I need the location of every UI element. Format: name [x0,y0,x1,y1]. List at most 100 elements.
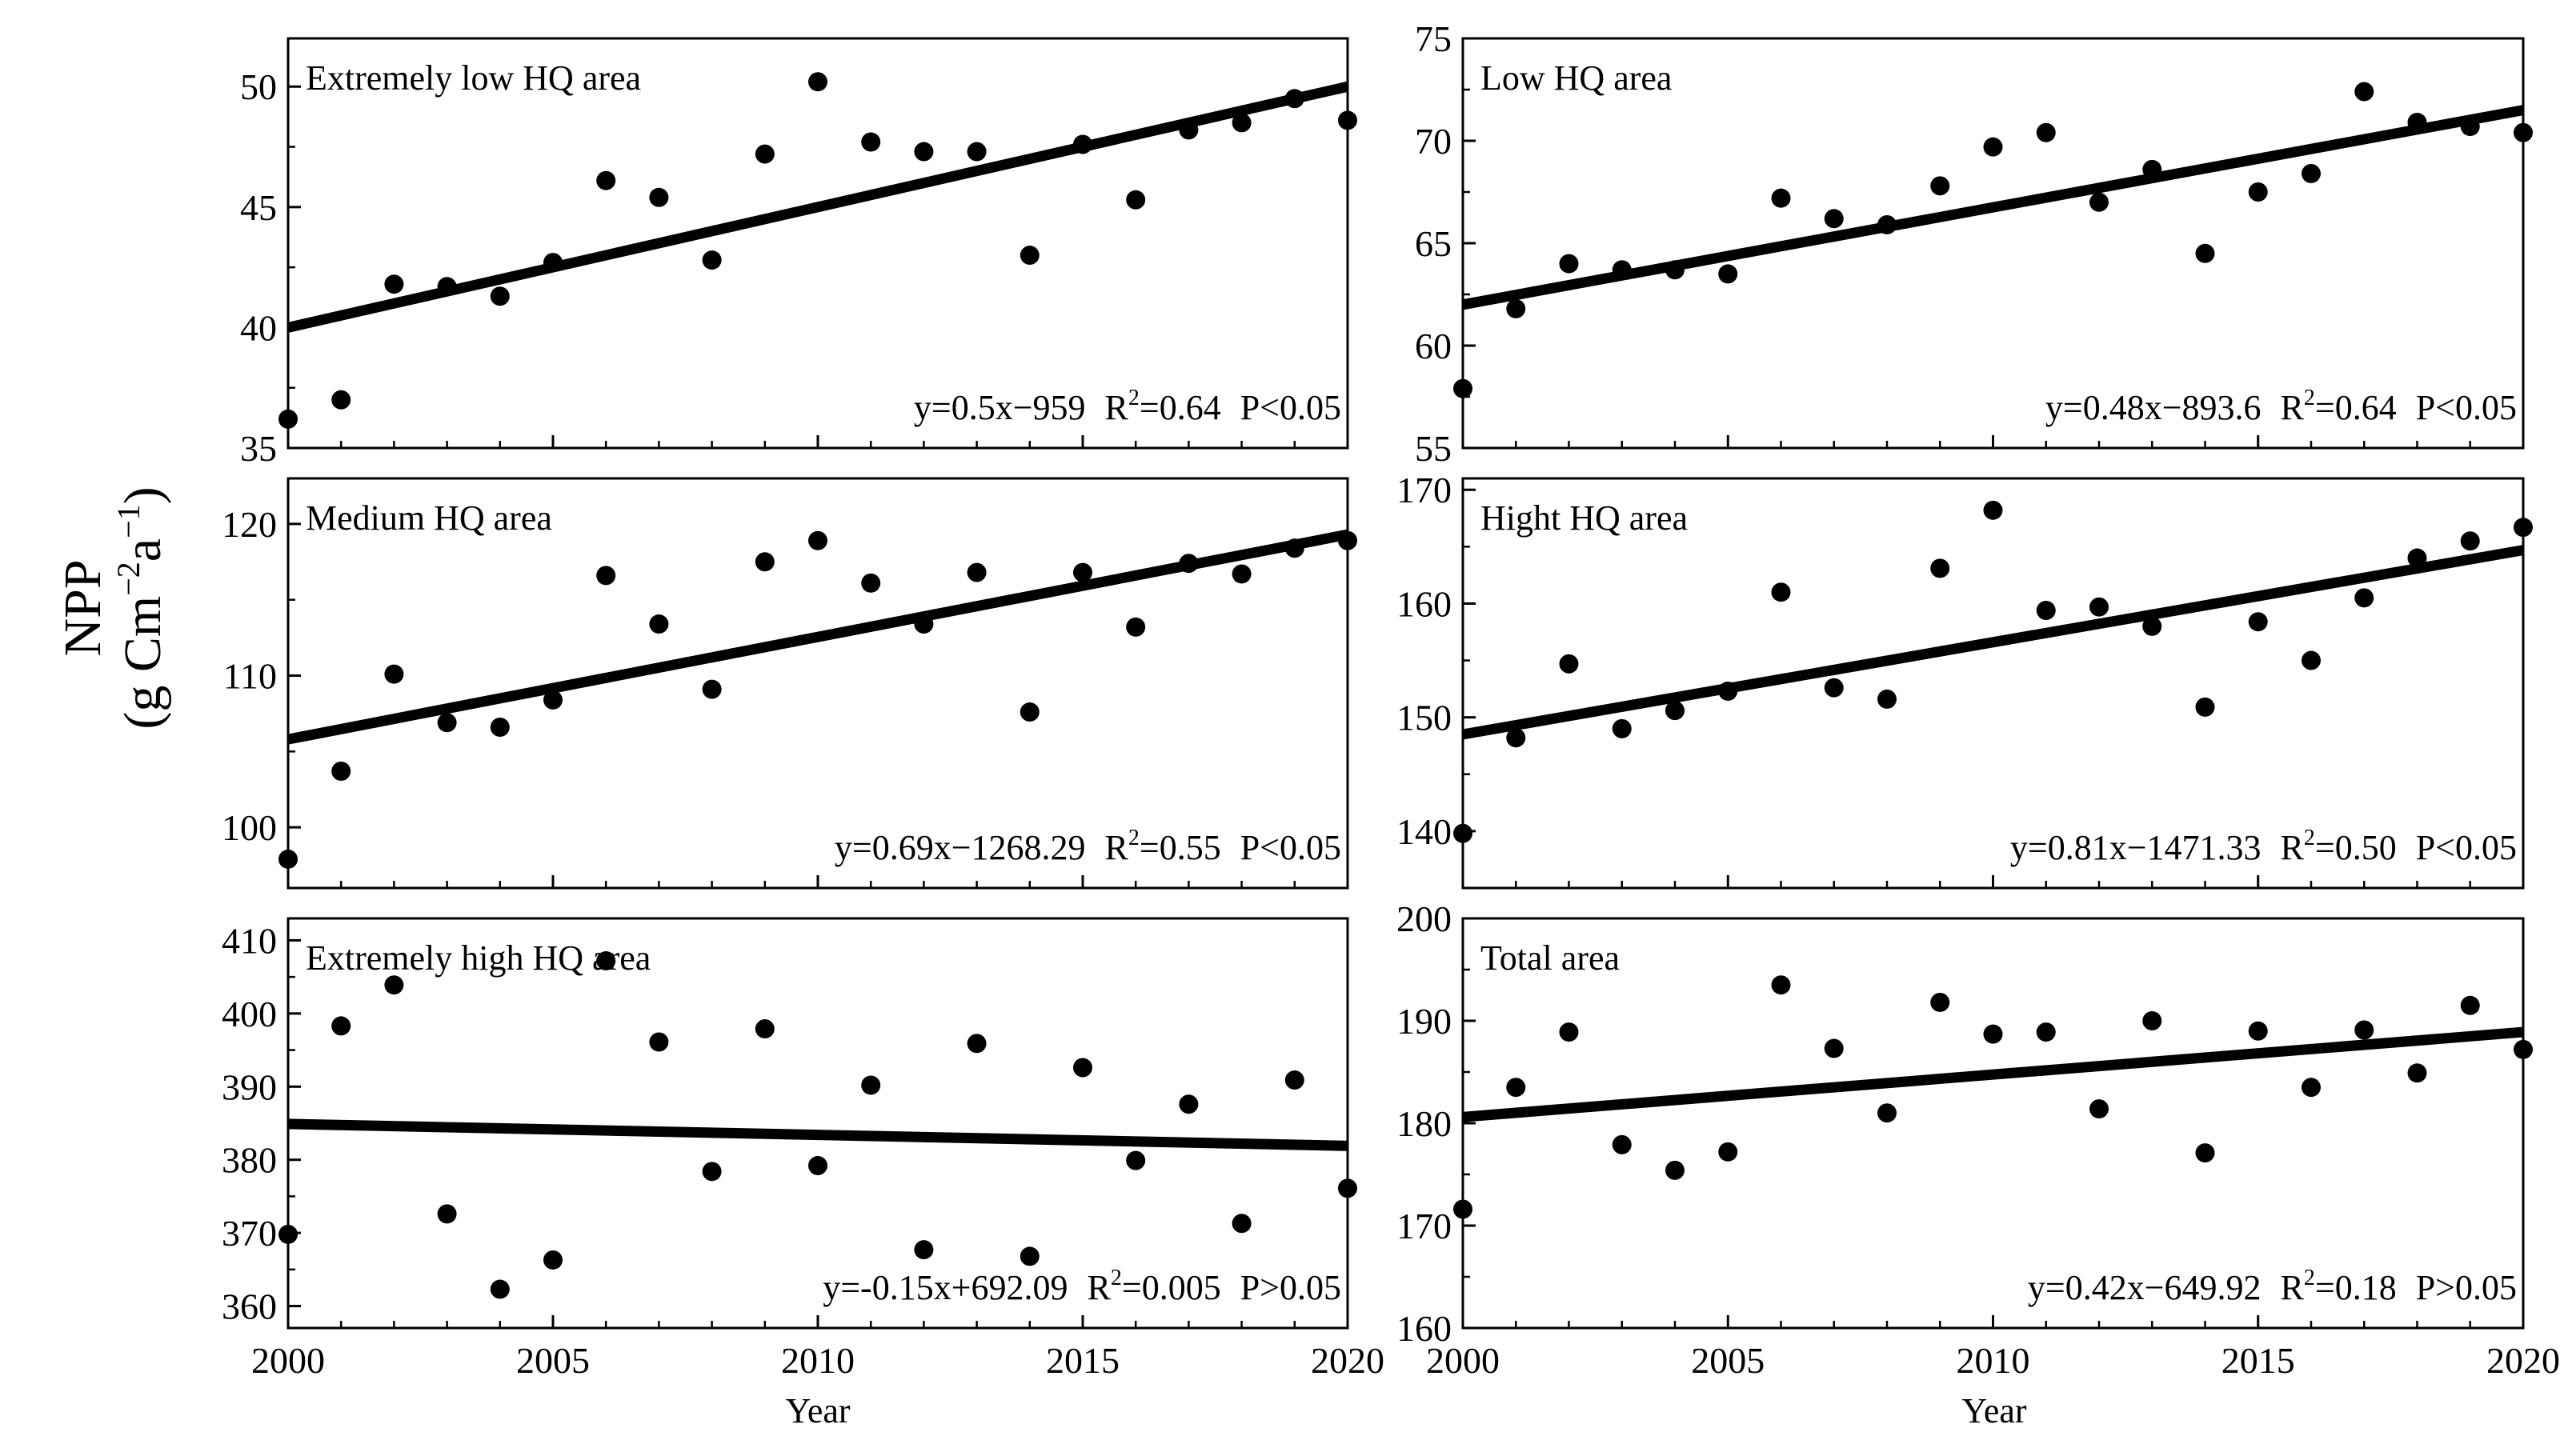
y-tick-label: 65 [1415,223,1452,264]
regression-stats: y=0.69x−1268.29 R2=0.55 P<0.05 [835,826,1341,867]
data-point [543,253,563,273]
p-value: P<0.05 [1240,828,1341,867]
data-point [2354,588,2374,608]
data-point [702,1162,722,1182]
data-point [1612,718,1632,738]
data-point [2142,159,2162,179]
data-point [1179,1094,1199,1114]
panel-frame [1461,477,2525,890]
data-point [1718,1142,1738,1162]
data-point [1824,1038,1844,1058]
panel-6: 160 170 180 190 200 2000 2005 2010 2015 2020 Total… [1396,898,2560,1381]
data-point [2514,518,2533,538]
data-point [1665,260,1685,280]
r2-value: =0.50 [2315,828,2397,867]
data-point [1930,176,1950,196]
y-axis-unit: (g Cm−2a−1) [110,486,172,729]
y-tick-label: 360 [222,1286,277,1327]
data-point [2248,182,2268,202]
data-point [1284,89,1304,109]
y-tick-label: 55 [1415,428,1452,469]
data-point [1232,1214,1252,1234]
data-point [808,1156,827,1176]
r2-label: R [2281,388,2305,427]
data-point [808,72,827,92]
data-point [384,975,404,995]
y-tick-label: 100 [222,807,277,848]
panel-title: Low HQ area [1480,58,1672,98]
data-point [649,614,669,634]
y-tick-label: 35 [240,428,277,469]
data-point [331,1016,351,1036]
x-tick-label: 2020 [2486,1340,2560,1381]
data-point [1073,1058,1092,1078]
equation: y=0.5x−959 [914,388,1086,427]
data-point [914,142,934,162]
data-point [2089,192,2109,212]
y-tick-label: 110 [223,656,277,697]
y-tick-label: 160 [1396,1308,1452,1349]
data-point [755,1019,775,1039]
data-point [2302,650,2321,670]
data-point [1877,214,1897,234]
data-point [384,274,404,294]
data-point [967,562,987,582]
r2-value: =0.64 [2315,388,2397,427]
regression-stats: y=0.48x−893.6 R2=0.64 P<0.05 [2045,386,2517,427]
data-point [1179,120,1199,140]
data-point [278,409,298,429]
y-tick-label: 400 [222,994,277,1034]
data-point [1506,298,1526,318]
data-point [2460,995,2480,1015]
panel-title: Extremely low HQ area [306,58,641,98]
p-value: P>0.05 [2416,1268,2517,1307]
r2-exponent: 2 [1128,386,1140,410]
regression-stats: y=-0.15x+692.09 R2=0.005 P>0.05 [823,1266,1341,1307]
panel-frame [1461,917,2525,1330]
panel-2: 55 60 65 70 75 Low HQ area y=0.48x−893.6 R2=0.6… [1415,18,2533,469]
panel-5: 360 370 380 390 400 410 2000 2005 2010 2015 2020 Ex… [222,917,1384,1381]
r2-label: R [2281,1268,2305,1307]
y-tick-label: 190 [1396,1001,1452,1042]
r2-value: =0.55 [1140,828,1221,867]
panels: 35 40 45 50 Extremely low HQ area y=0.5x−959 R… [222,18,2560,1381]
y-tick-label: 200 [1396,898,1452,939]
data-point [1338,1178,1357,1198]
panel-frame [286,37,1349,450]
data-point [1983,1024,2003,1044]
data-point [2089,1099,2109,1119]
data-point [1338,110,1357,130]
data-point [490,1279,510,1299]
data-point [1232,113,1252,133]
data-point [2036,122,2056,142]
y-tick-label: 170 [1396,470,1452,510]
data-point [596,951,616,971]
r2-label: R [2281,828,2305,867]
equation: y=0.42x−649.92 [2028,1268,2262,1307]
data-point [1877,689,1897,709]
data-point [2195,243,2215,263]
trend-line [1461,545,2525,740]
y-tick-label: 50 [240,66,277,107]
regression-stats: y=0.42x−649.92 R2=0.18 P>0.05 [2028,1266,2517,1307]
data-point [2195,697,2215,717]
data-point [861,1075,881,1095]
y-tick-label: 70 [1415,121,1452,162]
data-point [490,717,510,737]
data-point [2407,112,2427,132]
y-tick-label: 45 [240,187,277,228]
r2-exponent: 2 [2304,826,2315,850]
r2-label: R [1105,828,1129,867]
data-point [543,690,563,710]
y-tick-label: 180 [1396,1103,1452,1144]
data-point [914,614,934,634]
unit-exponent-1: −2 [110,562,146,596]
data-point [1453,1199,1472,1219]
y-tick-label: 120 [222,504,277,545]
x-tick-label: 2000 [1426,1340,1500,1381]
data-point [2036,600,2056,620]
r2-value: =0.18 [2315,1268,2397,1307]
data-point [1559,254,1579,274]
data-point [2407,548,2427,568]
y-tick-label: 410 [222,920,277,961]
